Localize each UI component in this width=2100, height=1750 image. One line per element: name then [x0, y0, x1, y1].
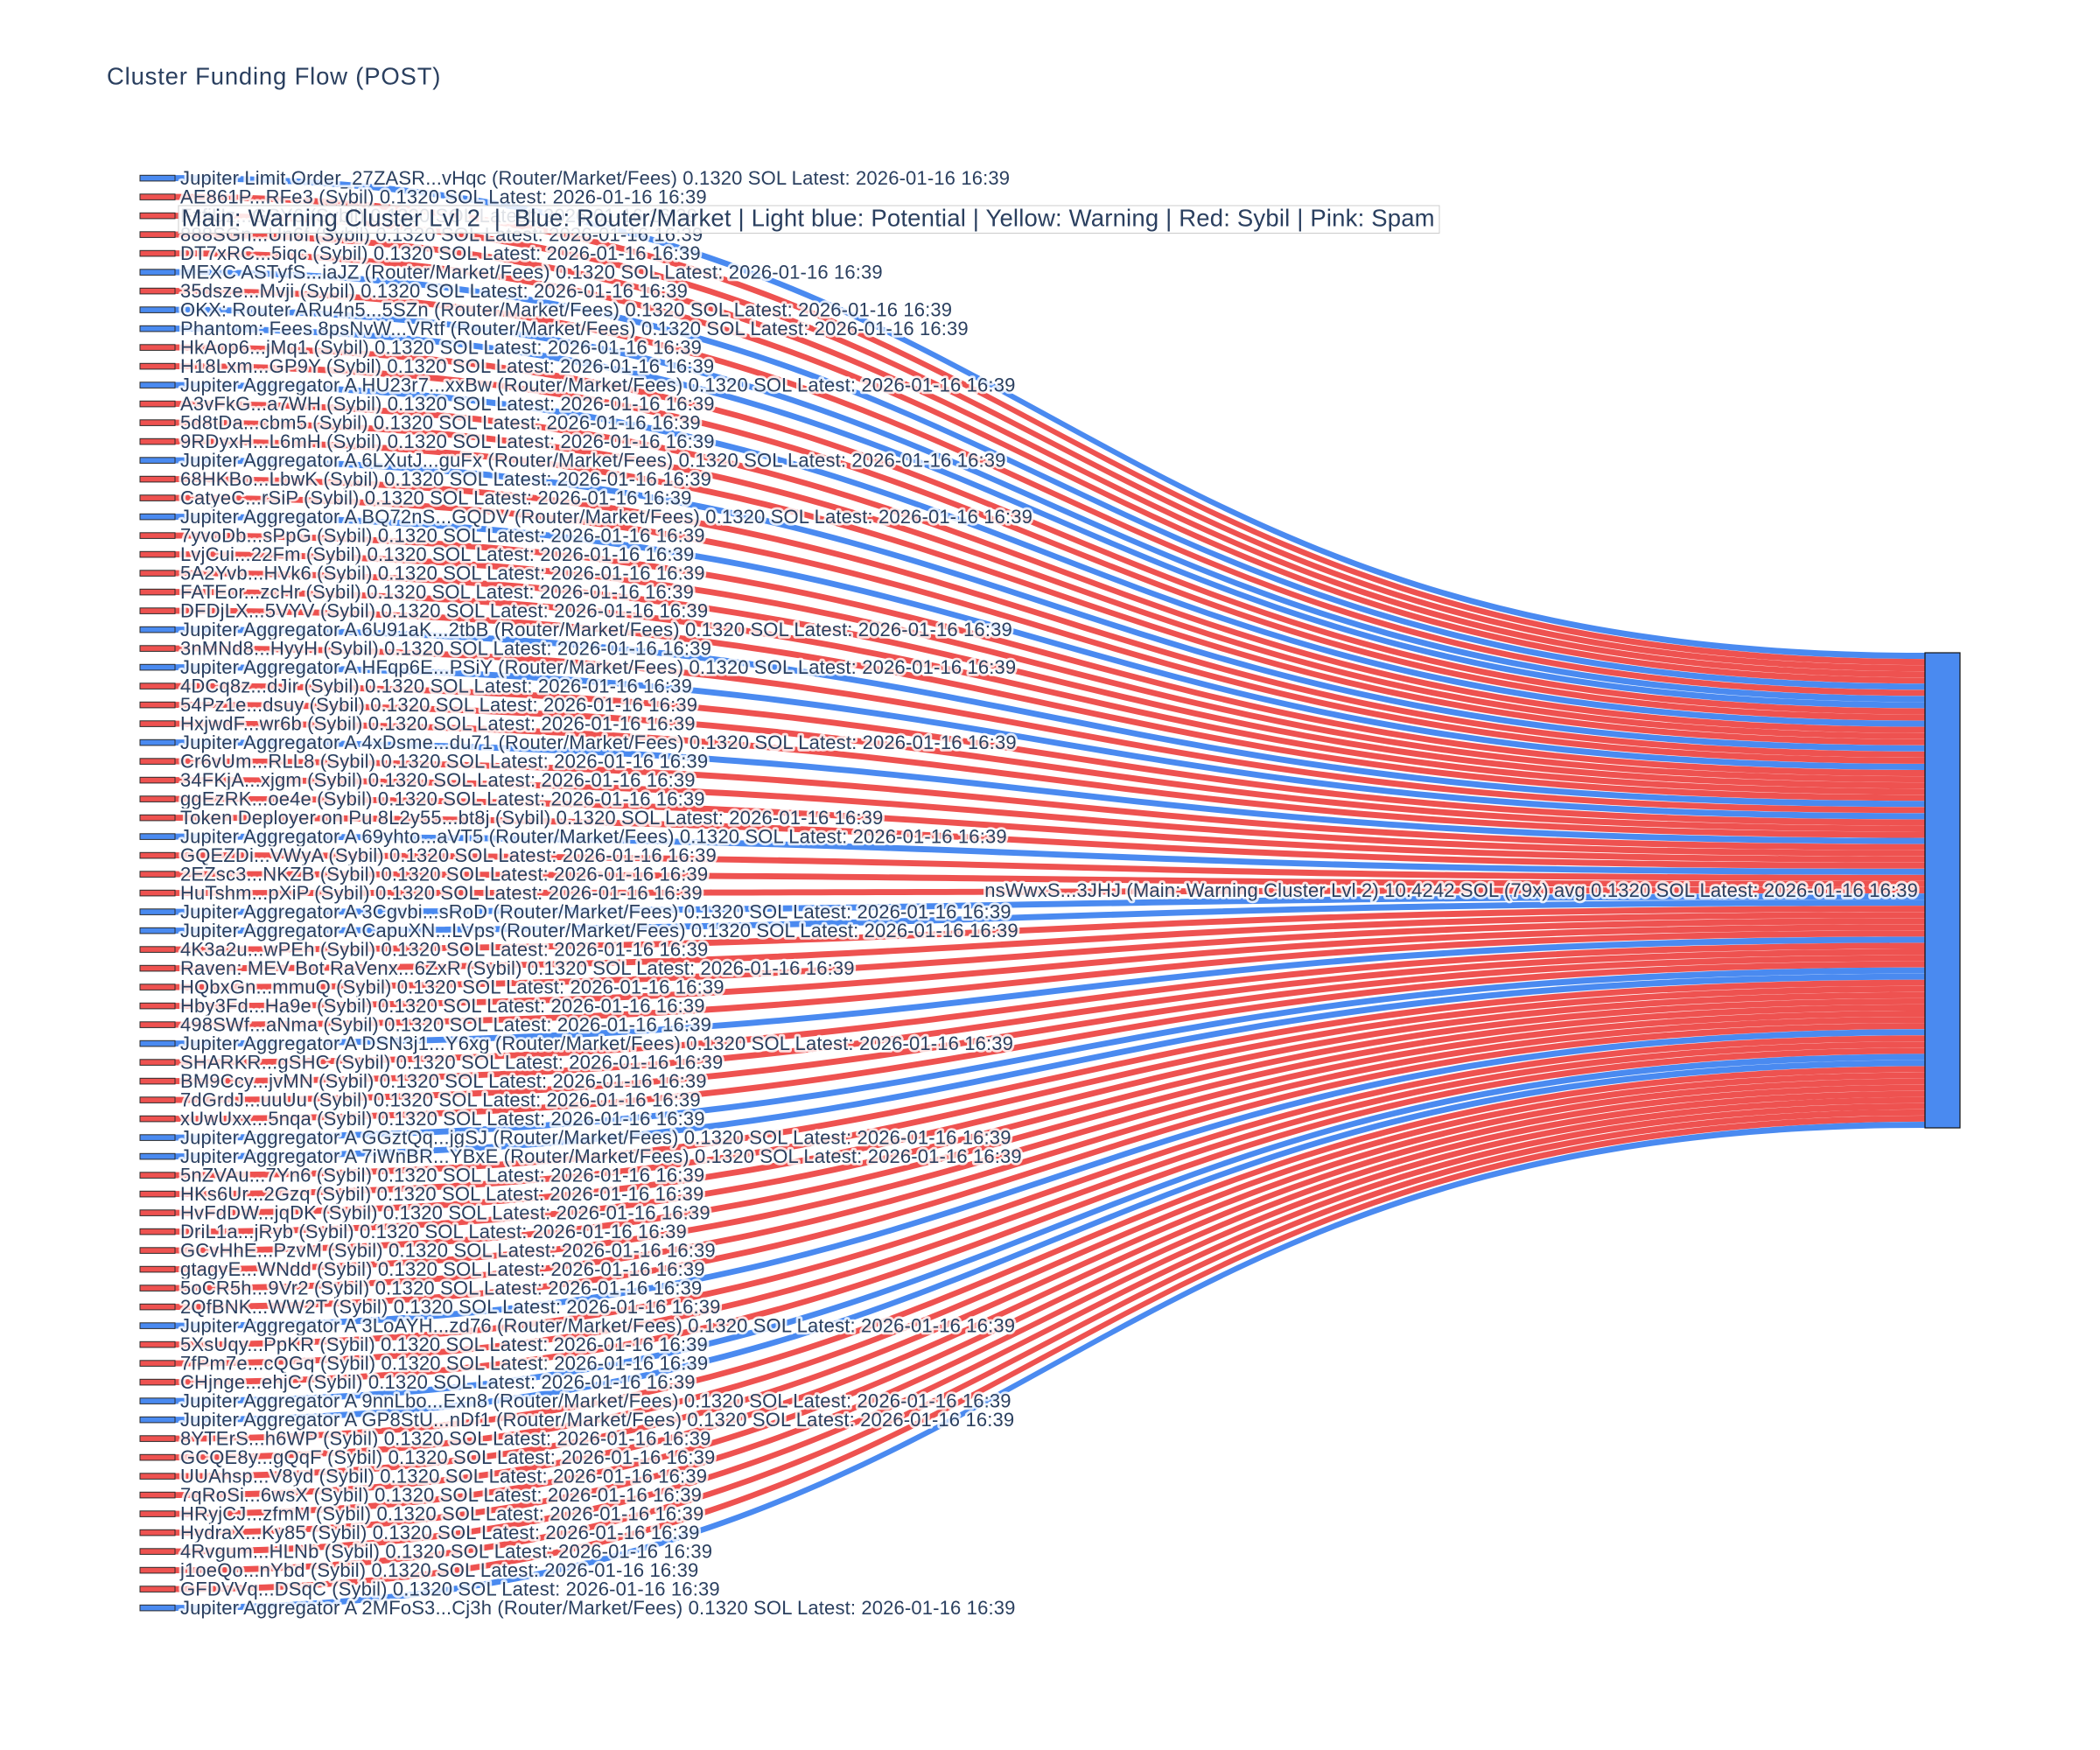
svg-text:GFDVVq...DSqC (Sybil) 0.1320 S: GFDVVq...DSqC (Sybil) 0.1320 SOL Latest:… — [180, 1578, 720, 1600]
svg-text:Jupiter Aggregator A 7iWnBR...: Jupiter Aggregator A 7iWnBR...YBxE (Rout… — [180, 1145, 1022, 1167]
svg-text:Jupiter Aggregator A DSN3j1...: Jupiter Aggregator A DSN3j1...Y6xg (Rout… — [180, 1032, 1013, 1054]
svg-text:4Rvgum...HLNb (Sybil) 0.1320 S: 4Rvgum...HLNb (Sybil) 0.1320 SOL Latest:… — [180, 1541, 712, 1563]
svg-text:Jupiter Aggregator A BQ72nS...: Jupiter Aggregator A BQ72nS...GQDV (Rout… — [180, 506, 1032, 528]
svg-text:Jupiter Aggregator A CapuXN...: Jupiter Aggregator A CapuXN...LVps (Rout… — [180, 920, 1018, 942]
svg-text:54Pz1e...dsuy (Sybil) 0.1320 S: 54Pz1e...dsuy (Sybil) 0.1320 SOL Latest:… — [180, 694, 697, 716]
svg-text:LvjCui...22Fm (Sybil) 0.1320 S: LvjCui...22Fm (Sybil) 0.1320 SOL Latest:… — [180, 543, 694, 565]
svg-text:Jupiter Aggregator A 3Cgvbi...: Jupiter Aggregator A 3Cgvbi...sRoD (Rout… — [180, 901, 1012, 923]
svg-text:DriL1a...jRyb (Sybil) 0.1320 S: DriL1a...jRyb (Sybil) 0.1320 SOL Latest:… — [180, 1221, 687, 1242]
svg-text:7dGrdJ...uuUu (Sybil) 0.1320 S: 7dGrdJ...uuUu (Sybil) 0.1320 SOL Latest:… — [180, 1089, 701, 1111]
svg-text:MEXC ASTyfS...iaJZ (Router/Mar: MEXC ASTyfS...iaJZ (Router/Market/Fees) … — [180, 262, 883, 284]
svg-text:Jupiter Aggregator A 3LoAYH...: Jupiter Aggregator A 3LoAYH...zd76 (Rout… — [180, 1315, 1015, 1337]
svg-text:7fPm7e...cQGq (Sybil) 0.1320 S: 7fPm7e...cQGq (Sybil) 0.1320 SOL Latest:… — [180, 1353, 708, 1375]
svg-text:3nMNd8...HyyH (Sybil) 0.1320 S: 3nMNd8...HyyH (Sybil) 0.1320 SOL Latest:… — [180, 638, 711, 660]
svg-text:HKs6Ur...2Gzq (Sybil) 0.1320 S: HKs6Ur...2Gzq (Sybil) 0.1320 SOL Latest:… — [180, 1183, 704, 1205]
svg-text:8YTErS...h6WP (Sybil) 0.1320 S: 8YTErS...h6WP (Sybil) 0.1320 SOL Latest:… — [180, 1428, 711, 1450]
svg-text:9RDyxH...L6mH (Sybil) 0.1320 S: 9RDyxH...L6mH (Sybil) 0.1320 SOL Latest:… — [180, 430, 715, 452]
svg-text:Jupiter Aggregator A GP8StU...: Jupiter Aggregator A GP8StU...nDf1 (Rout… — [180, 1409, 1014, 1431]
svg-text:CatyeC...rSiP (Sybil) 0.1320 S: CatyeC...rSiP (Sybil) 0.1320 SOL Latest:… — [180, 487, 692, 509]
svg-text:HkAop6...jMq1 (Sybil) 0.1320 S: HkAop6...jMq1 (Sybil) 0.1320 SOL Latest:… — [180, 337, 702, 359]
svg-text:Jupiter Aggregator A 6U91aK...: Jupiter Aggregator A 6U91aK...2tbB (Rout… — [180, 619, 1012, 640]
svg-text:A3vFkG...a7WH (Sybil) 0.1320 S: A3vFkG...a7WH (Sybil) 0.1320 SOL Latest:… — [180, 393, 715, 415]
svg-text:5A2Yvb...HVk6 (Sybil) 0.1320 S: 5A2Yvb...HVk6 (Sybil) 0.1320 SOL Latest:… — [180, 563, 705, 584]
svg-text:2QfBNK...WW2T (Sybil) 0.1320 S: 2QfBNK...WW2T (Sybil) 0.1320 SOL Latest:… — [180, 1296, 721, 1318]
svg-text:HydraX...Ky85 (Sybil) 0.1320 S: HydraX...Ky85 (Sybil) 0.1320 SOL Latest:… — [180, 1522, 700, 1544]
svg-text:GCQE8y...gQqF (Sybil) 0.1320 S: GCQE8y...gQqF (Sybil) 0.1320 SOL Latest:… — [180, 1446, 715, 1468]
svg-text:Cr6vUm...RLL8 (Sybil) 0.1320 S: Cr6vUm...RLL8 (Sybil) 0.1320 SOL Latest:… — [180, 751, 708, 773]
svg-text:Jupiter Aggregator A 69yhto...: Jupiter Aggregator A 69yhto...aVT5 (Rout… — [180, 826, 1007, 848]
svg-text:35dsze...Mvji (Sybil) 0.1320 S: 35dsze...Mvji (Sybil) 0.1320 SOL Latest:… — [180, 280, 688, 302]
svg-text:UUAhsp...V8yd (Sybil) 0.1320 S: UUAhsp...V8yd (Sybil) 0.1320 SOL Latest:… — [180, 1466, 707, 1488]
svg-text:HxjwdF...wr6b (Sybil) 0.1320 S: HxjwdF...wr6b (Sybil) 0.1320 SOL Latest:… — [180, 713, 696, 735]
svg-text:j1oeQo...nYbd (Sybil) 0.1320 S: j1oeQo...nYbd (Sybil) 0.1320 SOL Latest:… — [179, 1559, 698, 1581]
svg-text:Phantom: Fees 8psNvW...VRtf (R: Phantom: Fees 8psNvW...VRtf (Router/Mark… — [180, 318, 969, 340]
svg-text:5d8tDa...cbm5 (Sybil) 0.1320 S: 5d8tDa...cbm5 (Sybil) 0.1320 SOL Latest:… — [180, 412, 701, 434]
svg-text:Jupiter Aggregator A 4xDsme...: Jupiter Aggregator A 4xDsme...du71 (Rout… — [180, 732, 1017, 753]
svg-text:Jupiter Limit Order_27ZASR...v: Jupiter Limit Order_27ZASR...vHqc (Route… — [180, 167, 1010, 189]
svg-text:7yvoDb...sPpG (Sybil) 0.1320 S: 7yvoDb...sPpG (Sybil) 0.1320 SOL Latest:… — [180, 525, 705, 547]
svg-text:Jupiter Aggregator A 6LXutJ...: Jupiter Aggregator A 6LXutJ...guFx (Rout… — [180, 450, 1006, 472]
svg-text:HuTshm...pXiP (Sybil) 0.1320 S: HuTshm...pXiP (Sybil) 0.1320 SOL Latest:… — [180, 882, 703, 904]
svg-text:Jupiter Aggregator A HU23r7...: Jupiter Aggregator A HU23r7...xxBw (Rout… — [180, 374, 1015, 396]
svg-text:HQbxGn...mmuQ (Sybil) 0.1320 S: HQbxGn...mmuQ (Sybil) 0.1320 SOL Latest:… — [180, 976, 724, 998]
svg-text:34FKjA...xjgm (Sybil) 0.1320 S: 34FKjA...xjgm (Sybil) 0.1320 SOL Latest:… — [180, 769, 696, 791]
svg-text:498SWf...aNma (Sybil) 0.1320 S: 498SWf...aNma (Sybil) 0.1320 SOL Latest:… — [180, 1014, 711, 1036]
svg-text:H18Lxm...GP9Y (Sybil) 0.1320 S: H18Lxm...GP9Y (Sybil) 0.1320 SOL Latest:… — [180, 355, 714, 377]
svg-text:SHARKR...gSHC (Sybil) 0.1320 S: SHARKR...gSHC (Sybil) 0.1320 SOL Latest:… — [180, 1052, 723, 1074]
svg-text:ggEzRK...oe4e (Sybil) 0.1320 S: ggEzRK...oe4e (Sybil) 0.1320 SOL Latest:… — [180, 788, 705, 810]
svg-text:7qRoSi...6wsX (Sybil) 0.1320 S: 7qRoSi...6wsX (Sybil) 0.1320 SOL Latest:… — [180, 1484, 702, 1506]
svg-text:Jupiter Aggregator A 9nnLbo...: Jupiter Aggregator A 9nnLbo...Exn8 (Rout… — [180, 1390, 1012, 1412]
svg-text:GQEZDi...VWyA (Sybil) 0.1320 S: GQEZDi...VWyA (Sybil) 0.1320 SOL Latest:… — [180, 844, 717, 866]
svg-text:4DCq8z...dJir (Sybil) 0.1320 S: 4DCq8z...dJir (Sybil) 0.1320 SOL Latest:… — [180, 676, 692, 697]
svg-text:HRyjCJ...zfmM (Sybil) 0.1320 S: HRyjCJ...zfmM (Sybil) 0.1320 SOL Latest:… — [180, 1503, 704, 1525]
svg-text:Raven: MEV Bot RaVenx...6ZxR (: Raven: MEV Bot RaVenx...6ZxR (Sybil) 0.1… — [180, 957, 855, 979]
svg-text:5XsUqy...PpKR (Sybil) 0.1320 S: 5XsUqy...PpKR (Sybil) 0.1320 SOL Latest:… — [180, 1334, 708, 1355]
svg-text:68HKBo...LbwK (Sybil) 0.1320 S: 68HKBo...LbwK (Sybil) 0.1320 SOL Latest:… — [180, 468, 711, 490]
svg-text:Token Deployer on Pu 8L2y55...: Token Deployer on Pu 8L2y55...bt8j (Sybi… — [180, 807, 883, 829]
svg-text:FATEor...zcHr (Sybil) 0.1320 S: FATEor...zcHr (Sybil) 0.1320 SOL Latest:… — [180, 581, 694, 603]
svg-text:Cluster Funding Flow (POST): Cluster Funding Flow (POST) — [107, 63, 441, 90]
svg-text:GCvHhE...PzvM (Sybil) 0.1320 S: GCvHhE...PzvM (Sybil) 0.1320 SOL Latest:… — [180, 1240, 716, 1262]
svg-text:5oCR5h...9Vr2 (Sybil) 0.1320 S: 5oCR5h...9Vr2 (Sybil) 0.1320 SOL Latest:… — [180, 1278, 702, 1299]
svg-text:xUwUxx...5nqa (Sybil) 0.1320 S: xUwUxx...5nqa (Sybil) 0.1320 SOL Latest:… — [180, 1108, 705, 1130]
svg-text:DFDjLX...5VYV (Sybil) 0.1320 S: DFDjLX...5VYV (Sybil) 0.1320 SOL Latest:… — [180, 600, 708, 622]
svg-text:CHjnge...ehjC (Sybil) 0.1320 S: CHjnge...ehjC (Sybil) 0.1320 SOL Latest:… — [180, 1371, 696, 1393]
svg-text:OKX: Router ARu4n5...5SZn (Rou: OKX: Router ARu4n5...5SZn (Router/Market… — [180, 299, 952, 321]
svg-text:HvFdDW...jqDK (Sybil) 0.1320 S: HvFdDW...jqDK (Sybil) 0.1320 SOL Latest:… — [180, 1202, 710, 1224]
svg-text:5nZVAu...7Yn6 (Sybil) 0.1320 S: 5nZVAu...7Yn6 (Sybil) 0.1320 SOL Latest:… — [180, 1165, 704, 1186]
svg-text:DT7xRC...5iqc (Sybil) 0.1320 S: DT7xRC...5iqc (Sybil) 0.1320 SOL Latest:… — [180, 242, 701, 264]
svg-text:4K3a2u...wPEh (Sybil) 0.1320 S: 4K3a2u...wPEh (Sybil) 0.1320 SOL Latest:… — [180, 939, 708, 961]
svg-text:2EZsc3...NKZB (Sybil) 0.1320 S: 2EZsc3...NKZB (Sybil) 0.1320 SOL Latest:… — [180, 864, 708, 886]
svg-text:gtagyE...WNdd (Sybil) 0.1320 S: gtagyE...WNdd (Sybil) 0.1320 SOL Latest:… — [180, 1258, 705, 1280]
svg-text:BM9Ccy...jvMN (Sybil) 0.1320 S: BM9Ccy...jvMN (Sybil) 0.1320 SOL Latest:… — [180, 1070, 707, 1092]
svg-text:Jupiter Aggregator A HFqp6E...: Jupiter Aggregator A HFqp6E...PSiY (Rout… — [180, 656, 1016, 678]
svg-text:Hby3Fd...Ha9e (Sybil) 0.1320 S: Hby3Fd...Ha9e (Sybil) 0.1320 SOL Latest:… — [180, 995, 705, 1017]
svg-text:nsWwxS...3JHJ (Main: Warning C: nsWwxS...3JHJ (Main: Warning Cluster Lvl… — [984, 879, 1918, 901]
svg-text:Jupiter Aggregator A GGztQq...: Jupiter Aggregator A GGztQq...jgSJ (Rout… — [180, 1127, 1012, 1149]
svg-text:Main: Warning Cluster Lvl 2 |: Main: Warning Cluster Lvl 2 | Blue: Rout… — [182, 205, 1435, 232]
svg-text:Jupiter Aggregator A 2MFoS3...: Jupiter Aggregator A 2MFoS3...Cj3h (Rout… — [180, 1597, 1015, 1619]
